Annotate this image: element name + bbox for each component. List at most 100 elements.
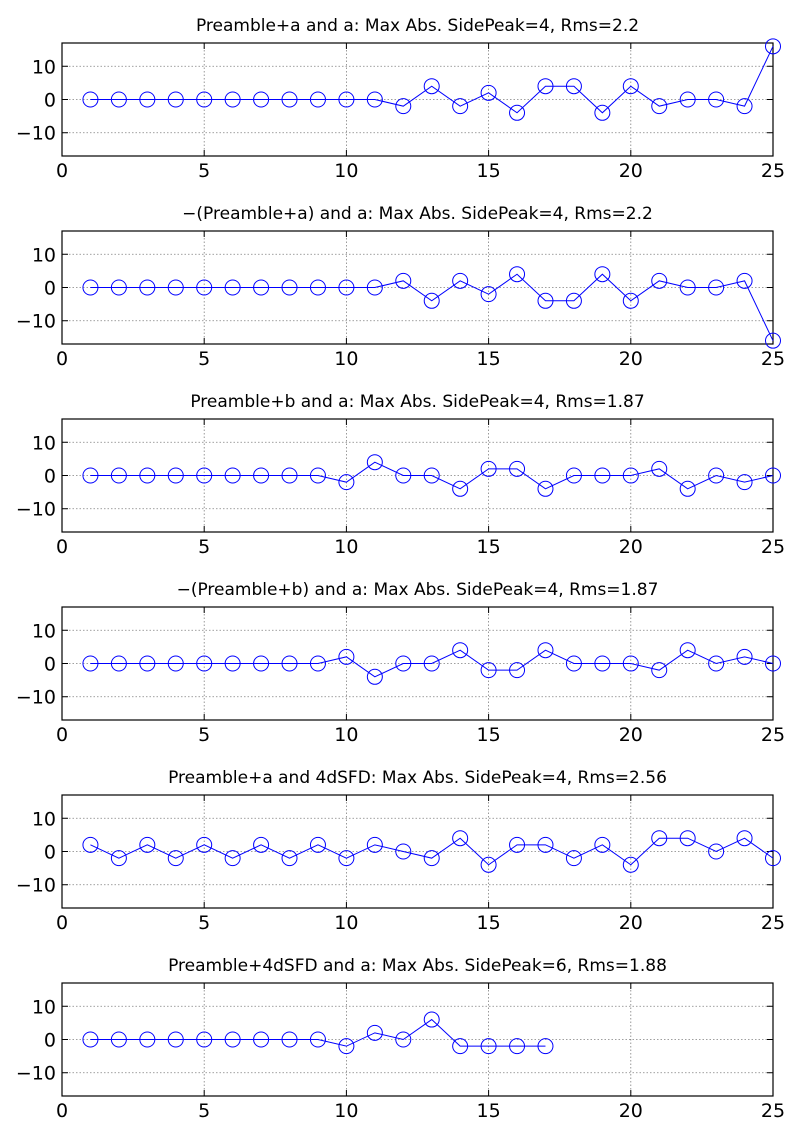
axes-frame xyxy=(61,230,774,345)
data-point-marker xyxy=(395,655,412,672)
y-tick-label: 0 xyxy=(44,842,56,864)
data-point-marker xyxy=(594,836,611,853)
data-point-marker xyxy=(480,662,497,679)
x-tick-label: 5 xyxy=(198,536,210,558)
data-point-marker xyxy=(423,78,440,95)
axes-background xyxy=(62,795,773,908)
data-point-marker xyxy=(622,292,639,309)
data-point-marker xyxy=(736,272,753,289)
x-tick-label: 25 xyxy=(761,348,785,370)
x-tick-label: 5 xyxy=(198,160,210,182)
data-point-marker xyxy=(423,1011,440,1028)
x-tick-label: 15 xyxy=(477,724,501,746)
data-point-marker xyxy=(167,1031,184,1048)
y-tick-label: 0 xyxy=(44,1030,56,1052)
y-tick-label: 0 xyxy=(44,278,56,300)
x-tick-label: 0 xyxy=(56,160,68,182)
x-tick-label: 15 xyxy=(477,348,501,370)
subplot-title: Preamble+b and a: Max Abs. SidePeak=4, R… xyxy=(190,392,644,412)
data-point-marker xyxy=(224,467,241,484)
data-point-marker xyxy=(480,286,497,303)
data-point-marker xyxy=(224,1031,241,1048)
data-point-marker xyxy=(565,655,582,672)
data-point-marker xyxy=(537,836,554,853)
data-point-marker xyxy=(281,279,298,296)
data-point-marker xyxy=(338,1038,355,1055)
data-point-marker xyxy=(708,279,725,296)
data-point-marker xyxy=(452,480,469,497)
data-point-marker xyxy=(423,467,440,484)
data-point-marker xyxy=(622,655,639,672)
data-point-marker xyxy=(679,642,696,659)
data-point-marker xyxy=(110,655,127,672)
data-point-marker xyxy=(139,836,156,853)
data-point-marker xyxy=(452,272,469,289)
data-point-marker xyxy=(338,91,355,108)
data-point-marker xyxy=(452,98,469,115)
data-point-marker xyxy=(82,836,99,853)
data-point-marker xyxy=(338,850,355,867)
data-point-marker xyxy=(452,830,469,847)
data-point-marker xyxy=(679,480,696,497)
data-point-marker xyxy=(309,279,326,296)
data-point-marker xyxy=(253,1031,270,1048)
x-tick-label: 10 xyxy=(334,724,358,746)
data-point-marker xyxy=(480,856,497,873)
data-point-marker xyxy=(765,850,781,867)
series-line xyxy=(90,649,774,678)
data-point-marker xyxy=(537,1038,554,1055)
x-tick-label: 10 xyxy=(334,348,358,370)
series-line xyxy=(90,46,774,114)
data-point-marker xyxy=(537,642,554,659)
x-tick-label: 25 xyxy=(761,912,785,934)
x-tick-label: 10 xyxy=(334,1100,358,1122)
data-point-marker xyxy=(480,460,497,477)
data-point-marker xyxy=(224,850,241,867)
series-line xyxy=(90,461,774,490)
data-point-marker xyxy=(309,91,326,108)
subplot-title: Preamble+a and 4dSFD: Max Abs. SidePeak=… xyxy=(168,768,667,788)
data-point-marker xyxy=(82,91,99,108)
data-point-marker xyxy=(139,1031,156,1048)
data-point-marker xyxy=(110,1031,127,1048)
data-point-marker xyxy=(509,836,526,853)
data-point-marker xyxy=(224,279,241,296)
data-point-marker xyxy=(167,467,184,484)
x-tick-label: 10 xyxy=(334,536,358,558)
x-tick-label: 0 xyxy=(56,724,68,746)
data-point-marker xyxy=(765,332,781,349)
data-point-marker xyxy=(565,78,582,95)
x-tick-label: 20 xyxy=(619,348,643,370)
data-point-marker xyxy=(253,91,270,108)
data-point-marker xyxy=(366,836,383,853)
data-point-marker xyxy=(395,467,412,484)
x-tick-label: 5 xyxy=(198,348,210,370)
data-point-marker xyxy=(196,279,213,296)
x-tick-label: 5 xyxy=(198,724,210,746)
data-point-marker xyxy=(366,1024,383,1041)
data-point-marker xyxy=(281,655,298,672)
data-point-marker xyxy=(708,843,725,860)
data-point-marker xyxy=(110,850,127,867)
y-tick-label: 0 xyxy=(44,90,56,112)
series-line xyxy=(90,1018,546,1047)
data-point-marker xyxy=(565,292,582,309)
data-point-marker xyxy=(651,830,668,847)
y-tick-label: −10 xyxy=(16,1063,56,1085)
data-point-marker xyxy=(509,460,526,477)
data-point-marker xyxy=(110,279,127,296)
data-point-marker xyxy=(139,467,156,484)
data-point-marker xyxy=(708,467,725,484)
axes-frame xyxy=(61,982,774,1097)
x-tick-label: 20 xyxy=(619,724,643,746)
x-tick-label: 5 xyxy=(198,1100,210,1122)
data-point-marker xyxy=(423,292,440,309)
data-point-marker xyxy=(651,460,668,477)
data-point-marker xyxy=(309,655,326,672)
y-tick-label: 0 xyxy=(44,654,56,676)
